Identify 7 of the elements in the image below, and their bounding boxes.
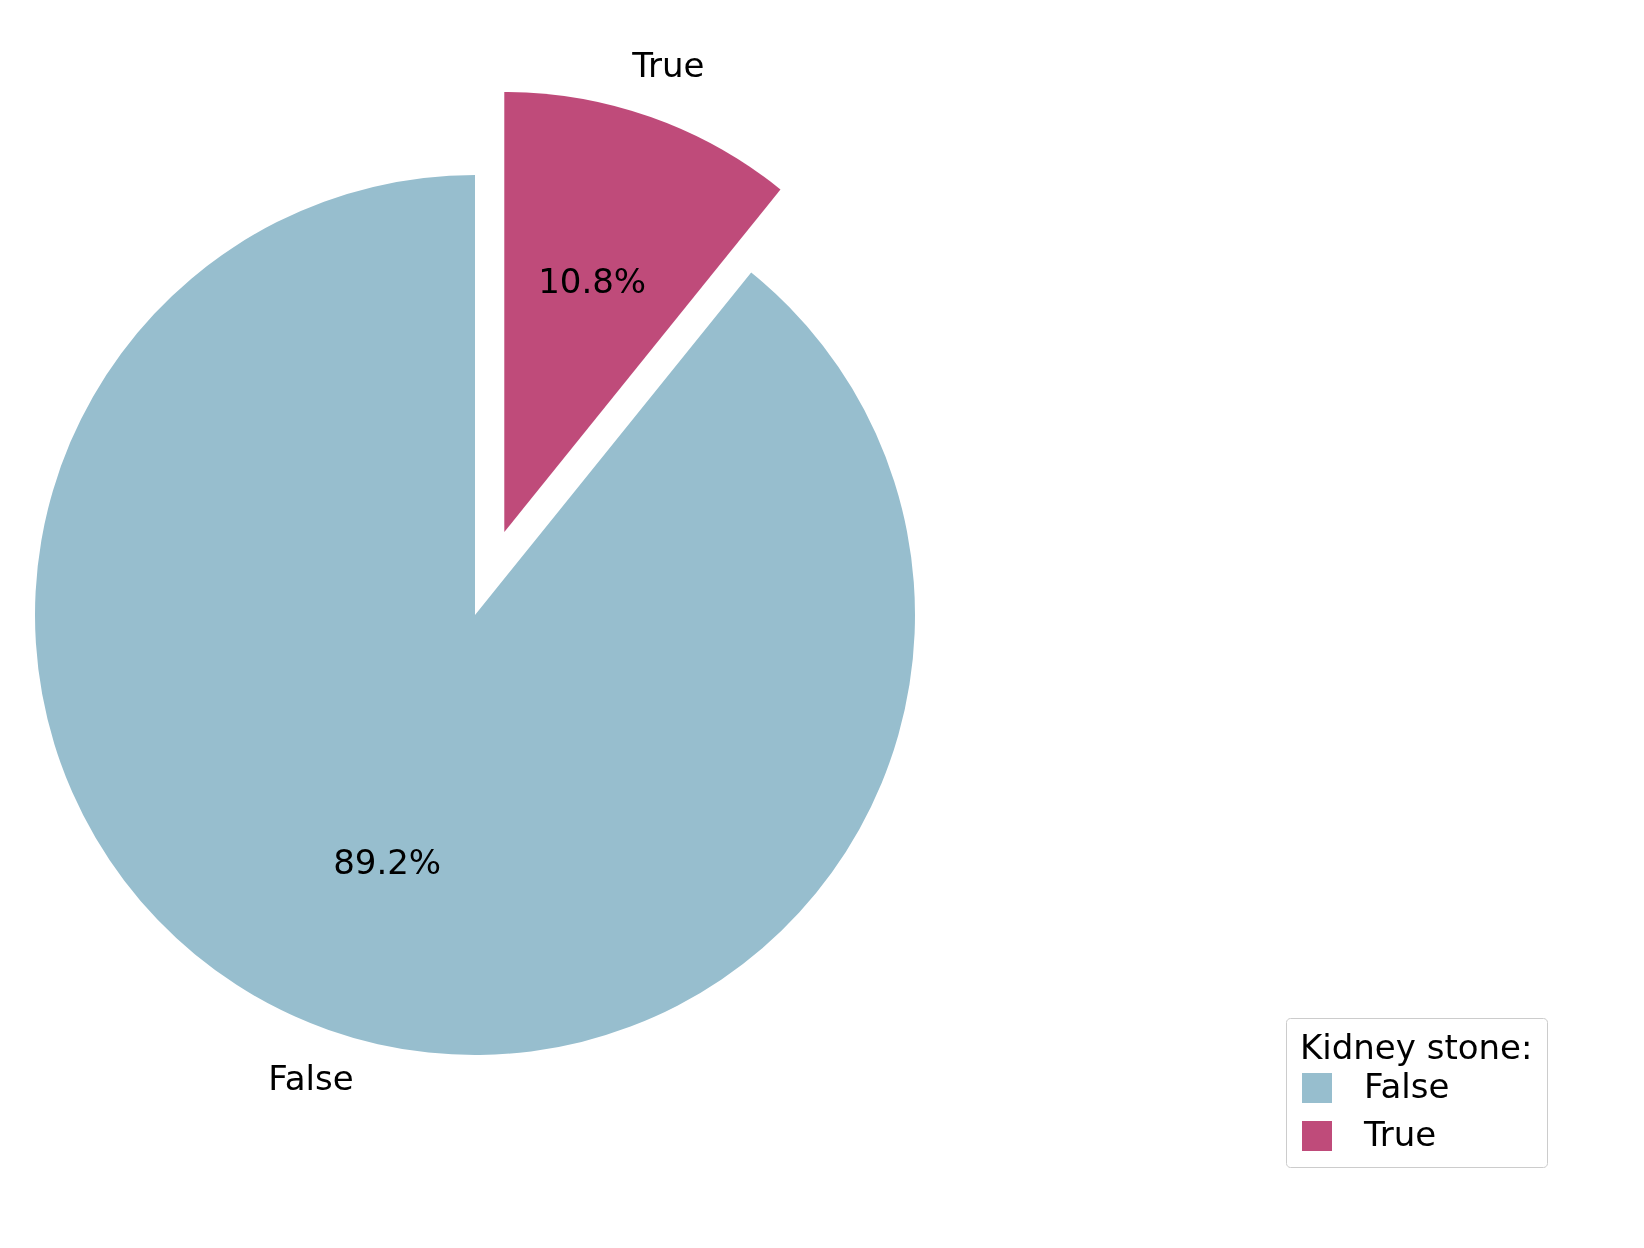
- data-label: 89.2%: [333, 841, 442, 882]
- slice-label: False: [268, 1057, 354, 1098]
- legend-label: True: [1363, 1114, 1437, 1154]
- legend-title: Kidney stone:: [1300, 1027, 1533, 1067]
- data-label: 10.8%: [538, 261, 647, 302]
- legend-label: False: [1364, 1066, 1450, 1106]
- slice-label: True: [631, 45, 705, 86]
